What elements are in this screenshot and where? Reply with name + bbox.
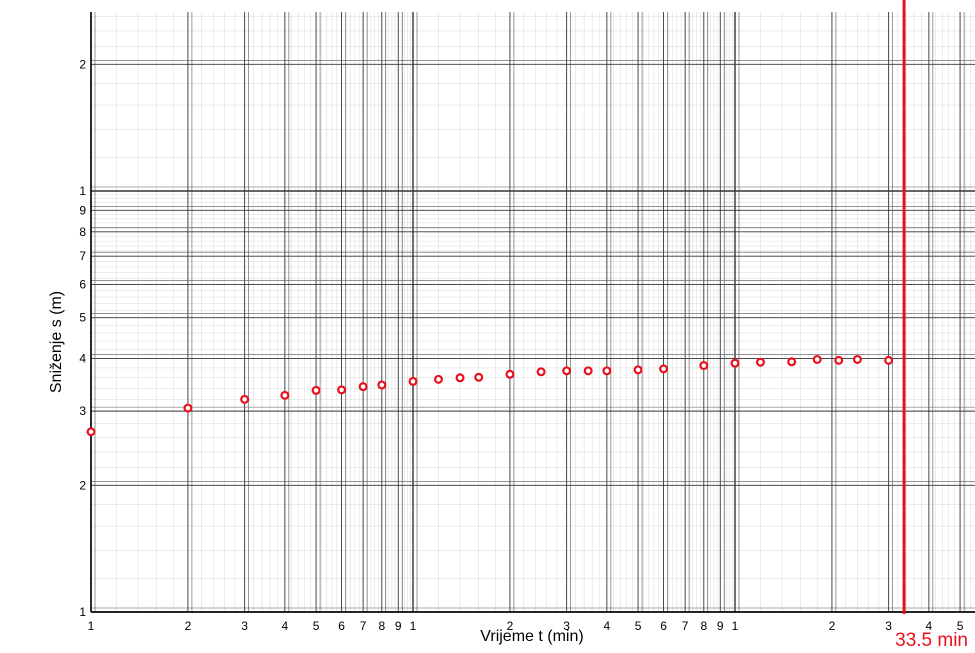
data-point [852,354,862,364]
y-axis-label: Sniženje s (m) [48,291,65,393]
data-point [536,367,546,377]
data-point [408,376,418,386]
y-tick-label: 9 [79,203,86,217]
data-point [377,380,387,390]
data-point [583,366,593,376]
x-tick-label: 5 [635,619,642,633]
data-point [602,366,612,376]
x-tick-label: 5 [957,619,964,633]
x-tick-label: 1 [732,619,739,633]
data-point [337,385,347,395]
x-tick-label: 9 [717,619,724,633]
data-point [562,366,572,376]
x-tick-label: 2 [507,619,514,633]
y-tick-label: 6 [79,277,86,291]
y-tick-label: 7 [79,249,86,263]
x-tick-label: 7 [360,619,367,633]
x-tick-label: 1 [88,619,95,633]
data-point [86,427,96,437]
y-tick-label: 1 [79,184,86,198]
data-point [358,382,368,392]
y-tick-label: 3 [79,404,86,418]
data-point [280,390,290,400]
x-tick-label: 4 [282,619,289,633]
data-point [834,355,844,365]
y-tick-label: 4 [79,352,86,366]
data-points [86,354,894,437]
x-tick-label: 2 [829,619,836,633]
data-point [812,354,822,364]
annotation-x-value: 33.5 min [895,630,968,651]
data-point [183,403,193,413]
x-tick-label: 3 [563,619,570,633]
x-tick-label: 7 [682,619,689,633]
x-tick-label: 3 [885,619,892,633]
data-point [884,355,894,365]
x-tick-label: 2 [185,619,192,633]
x-axis-label: Vrijeme t (min) [480,628,583,645]
data-point [755,357,765,367]
data-point [633,365,643,375]
x-tick-label: 8 [700,619,707,633]
tick-labels: 123456789123456789123451234567891234567 [79,57,964,633]
x-tick-label: 9 [395,619,402,633]
x-tick-label: 1 [410,619,417,633]
x-tick-label: 6 [660,619,667,633]
data-point [730,358,740,368]
x-tick-label: 8 [378,619,385,633]
data-point [659,364,669,374]
data-point [787,357,797,367]
data-point [455,373,465,383]
y-tick-label: 2 [79,478,86,492]
data-point [240,394,250,404]
annotation: A35.7 m33.5 min [895,0,968,651]
y-tick-label: 2 [79,57,86,71]
y-tick-label: 1 [79,605,86,619]
x-tick-label: 4 [926,619,933,633]
x-tick-label: 3 [241,619,248,633]
data-point [699,361,709,371]
data-point [505,369,515,379]
grid [90,12,975,613]
y-tick-label: 5 [79,311,86,325]
x-tick-label: 5 [313,619,320,633]
x-tick-label: 6 [338,619,345,633]
y-tick-label: 8 [79,225,86,239]
data-point [311,385,321,395]
data-point [474,372,484,382]
x-tick-label: 4 [604,619,611,633]
data-point [433,374,443,384]
